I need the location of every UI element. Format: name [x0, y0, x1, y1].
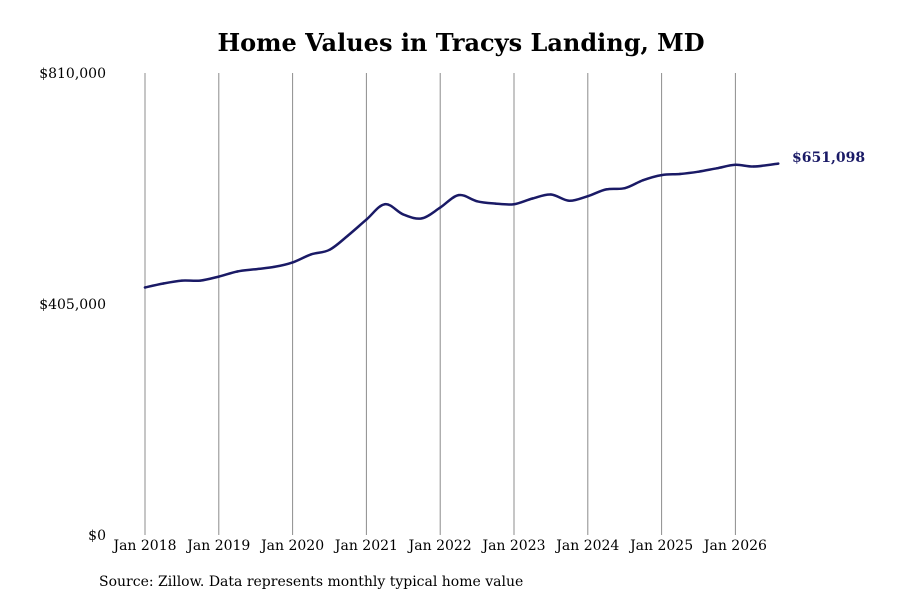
x-tick-label: Jan 2022 — [407, 538, 472, 554]
data-point — [383, 203, 387, 206]
x-tick-label: Jan 2026 — [702, 538, 767, 554]
data-point — [752, 165, 756, 168]
x-tick-label: Jan 2018 — [111, 538, 176, 554]
series-line — [143, 162, 780, 289]
y-axis-ticks: $0 $405,000 $810,000 — [39, 66, 106, 544]
data-point — [623, 187, 626, 190]
x-tick-label: Jan 2020 — [259, 538, 324, 554]
data-point — [734, 163, 737, 166]
data-point — [217, 275, 220, 278]
data-point — [531, 197, 534, 200]
data-point — [291, 261, 294, 264]
data-point — [494, 202, 497, 205]
y-tick-label: $810,000 — [39, 66, 106, 82]
data-point — [365, 218, 368, 221]
data-point — [586, 195, 589, 198]
series-layer — [143, 162, 780, 289]
data-point — [143, 286, 147, 289]
data-point — [660, 173, 663, 177]
data-point — [272, 265, 276, 269]
data-point — [715, 167, 719, 170]
data-point — [180, 279, 184, 282]
data-point — [420, 217, 423, 220]
x-tick-label: Jan 2023 — [480, 538, 545, 554]
x-tick-label: Jan 2019 — [185, 538, 250, 554]
data-point — [641, 179, 645, 182]
data-point — [236, 270, 239, 273]
data-point — [254, 268, 257, 271]
data-point — [605, 188, 608, 191]
y-tick-label: $405,000 — [39, 297, 106, 313]
vertical-gridlines — [144, 73, 736, 535]
data-point — [328, 248, 331, 251]
end-value-label: $651,098 — [792, 150, 865, 166]
x-tick-label: Jan 2025 — [628, 538, 693, 554]
y-tick-label: $0 — [88, 528, 106, 544]
data-point — [402, 213, 405, 216]
x-axis-ticks: Jan 2018 Jan 2019 Jan 2020 Jan 2021 Jan 2022… — [111, 538, 767, 554]
data-point — [777, 162, 780, 165]
x-tick-label: Jan 2024 — [554, 538, 619, 554]
chart-title: Home Values in Tracys Landing, MD — [217, 28, 704, 57]
data-point — [568, 199, 571, 202]
source-note: Source: Zillow. Data represents monthly … — [99, 574, 523, 590]
x-tick-label: Jan 2021 — [333, 538, 398, 554]
data-point — [512, 203, 516, 206]
data-point — [309, 253, 313, 256]
data-point — [697, 170, 700, 173]
data-point — [457, 193, 460, 197]
data-point — [162, 282, 165, 285]
data-point — [678, 172, 682, 176]
data-point — [439, 206, 442, 209]
data-point — [475, 200, 479, 203]
data-point — [199, 279, 202, 282]
data-point — [346, 234, 350, 237]
data-point — [549, 193, 553, 196]
